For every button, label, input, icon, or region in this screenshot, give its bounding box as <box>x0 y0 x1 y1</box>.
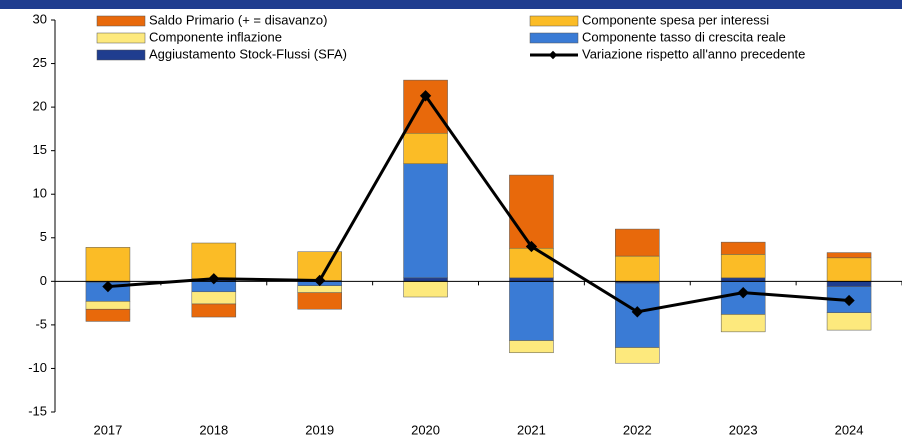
legend-label: Variazione rispetto all'anno precedente <box>582 46 805 61</box>
line-marker <box>631 306 643 318</box>
bar-segment <box>297 292 342 310</box>
legend-label: Componente inflazione <box>149 29 282 44</box>
bar-segment <box>615 228 660 257</box>
y-tick-label: -15 <box>28 403 47 418</box>
bar-segment <box>509 340 554 354</box>
bar-segment <box>720 314 766 333</box>
legend-label: Aggiustamento Stock-Flussi (SFA) <box>149 46 347 61</box>
legend-swatch <box>529 15 579 27</box>
bar-segment <box>509 281 554 341</box>
bar-segment <box>826 312 872 331</box>
legend-label: Componente spesa per interessi <box>582 12 769 27</box>
legend-label: Componente tasso di crescita reale <box>582 29 786 44</box>
legend-swatch <box>529 32 579 44</box>
line-marker <box>737 287 749 299</box>
bar-segment <box>403 132 448 164</box>
y-tick-label: 0 <box>40 273 47 288</box>
y-tick-label: 30 <box>33 11 47 26</box>
legend-swatch <box>96 15 146 27</box>
line-marker <box>843 294 855 307</box>
bar-segment <box>615 255 660 282</box>
x-tick-label: 2022 <box>623 422 652 437</box>
bar-segment <box>509 174 554 249</box>
bar-segment <box>615 347 660 364</box>
y-tick-label: -10 <box>28 360 47 375</box>
legend-label: Saldo Primario (+ = disavanzo) <box>149 12 327 27</box>
bar-segment <box>826 281 872 287</box>
y-tick-label: 10 <box>33 186 47 201</box>
bar-segment <box>191 242 237 279</box>
bar-segment <box>403 277 448 282</box>
x-tick-label: 2020 <box>411 422 440 437</box>
line-marker <box>314 274 326 287</box>
line-marker <box>525 240 538 253</box>
bar-segment <box>403 163 448 279</box>
legend-swatch <box>96 49 146 61</box>
x-tick-label: 2017 <box>93 422 122 437</box>
bar-segment <box>297 285 342 293</box>
bar-segment <box>720 241 766 255</box>
bar-segment <box>191 303 237 318</box>
legend-marker <box>548 50 558 60</box>
bar-segment <box>403 281 448 298</box>
bar-segment <box>720 254 766 279</box>
line-marker <box>208 273 220 285</box>
y-tick-label: 15 <box>33 142 47 157</box>
bar-segment <box>826 257 872 282</box>
bar-segment <box>85 301 131 310</box>
bar-segment <box>191 291 237 305</box>
bar-segment <box>85 308 131 322</box>
bar-segment <box>720 277 766 282</box>
line <box>107 92 850 314</box>
x-tick-label: 2023 <box>729 422 758 437</box>
bar-segment <box>85 247 131 282</box>
x-tick-label: 2024 <box>835 422 864 437</box>
bar-segment <box>509 277 554 282</box>
legend-swatch <box>96 32 146 44</box>
bar-segment <box>826 252 872 259</box>
bar-segment <box>509 247 554 279</box>
y-tick-label: 25 <box>33 55 47 70</box>
bar-segment <box>403 79 448 134</box>
y-tick-label: 20 <box>33 99 47 114</box>
y-tick-label: -5 <box>35 316 47 331</box>
x-tick-label: 2019 <box>305 422 334 437</box>
y-tick-label: 5 <box>40 229 47 244</box>
x-tick-label: 2018 <box>199 422 228 437</box>
header-band <box>0 0 902 9</box>
x-tick-label: 2021 <box>517 422 546 437</box>
